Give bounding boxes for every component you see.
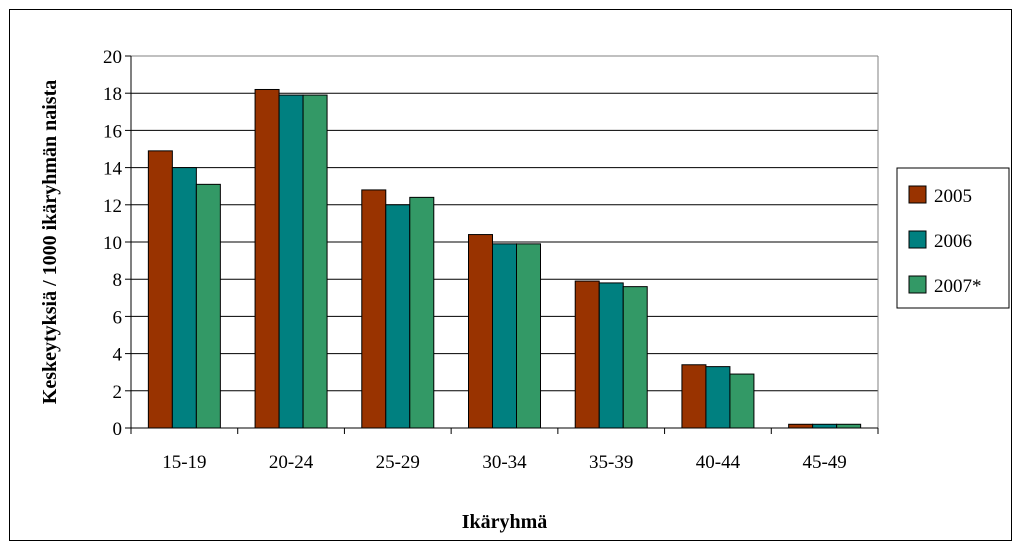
- legend-swatch: [908, 230, 927, 249]
- axes: [125, 55, 879, 434]
- y-axis-title: Keskeytyksiä / 1000 ikäryhmän naista: [39, 80, 61, 404]
- y-tick-label: 16: [103, 121, 122, 142]
- y-tick-label: 6: [113, 307, 123, 328]
- bar-2005-35-39: [574, 280, 600, 429]
- bar-2007-20-24: [302, 94, 328, 429]
- legend-label: 2006: [934, 231, 972, 252]
- x-category-label: 45-49: [802, 452, 846, 473]
- bar-2006-35-39: [598, 282, 624, 429]
- legend-swatch: [908, 185, 927, 204]
- y-tick-label: 18: [103, 84, 122, 105]
- y-tick-label: 0: [113, 419, 123, 440]
- legend-label: 2007*: [934, 276, 982, 297]
- legend: 2005 2006 2007*: [896, 167, 1010, 309]
- y-tick-labels: 0 2 4 6 8 10 12 14 16 18 20: [103, 47, 123, 440]
- x-category-label: 25-29: [376, 452, 420, 473]
- bar-2005-20-24: [254, 88, 280, 429]
- bar-2005-40-44: [681, 364, 707, 429]
- bar-2006-25-29: [385, 204, 411, 429]
- bar-2007-45-49: [836, 423, 862, 429]
- x-category-label: 40-44: [696, 452, 741, 473]
- bar-2007-25-29: [409, 196, 435, 429]
- bars: [147, 88, 862, 429]
- y-tick-label: 20: [103, 47, 122, 68]
- legend-label: 2005: [934, 186, 972, 207]
- x-category-label: 15-19: [162, 452, 206, 473]
- bar-2005-45-49: [788, 423, 814, 429]
- bar-2006-40-44: [705, 366, 731, 429]
- bar-2006-20-24: [278, 94, 304, 429]
- bar-2005-30-34: [468, 234, 493, 429]
- bar-2007-30-34: [516, 243, 541, 429]
- y-tick-label: 14: [103, 159, 123, 180]
- bar-2006-45-49: [812, 423, 838, 429]
- x-category-label: 20-24: [269, 452, 314, 473]
- bar-2007-35-39: [622, 286, 648, 429]
- x-category-labels: 15-19 20-24 25-29 30-34 35-39 40-44 45-49: [162, 452, 847, 473]
- y-tick-label: 8: [113, 270, 123, 291]
- bar-2007-40-44: [729, 373, 755, 429]
- y-tick-label: 10: [103, 233, 122, 254]
- bar-2007-15-19: [195, 183, 221, 429]
- bar-2006-30-34: [492, 243, 517, 429]
- y-tick-label: 2: [113, 382, 123, 403]
- legend-swatch: [908, 275, 927, 294]
- x-category-label: 30-34: [482, 452, 527, 473]
- bar-2006-15-19: [171, 167, 197, 429]
- bar-2005-15-19: [147, 150, 173, 429]
- y-tick-label: 12: [103, 196, 122, 217]
- x-axis-title: Ikäryhmä: [462, 511, 548, 533]
- bar-2005-25-29: [361, 189, 387, 429]
- x-category-label: 35-39: [589, 452, 633, 473]
- y-tick-label: 4: [113, 345, 123, 366]
